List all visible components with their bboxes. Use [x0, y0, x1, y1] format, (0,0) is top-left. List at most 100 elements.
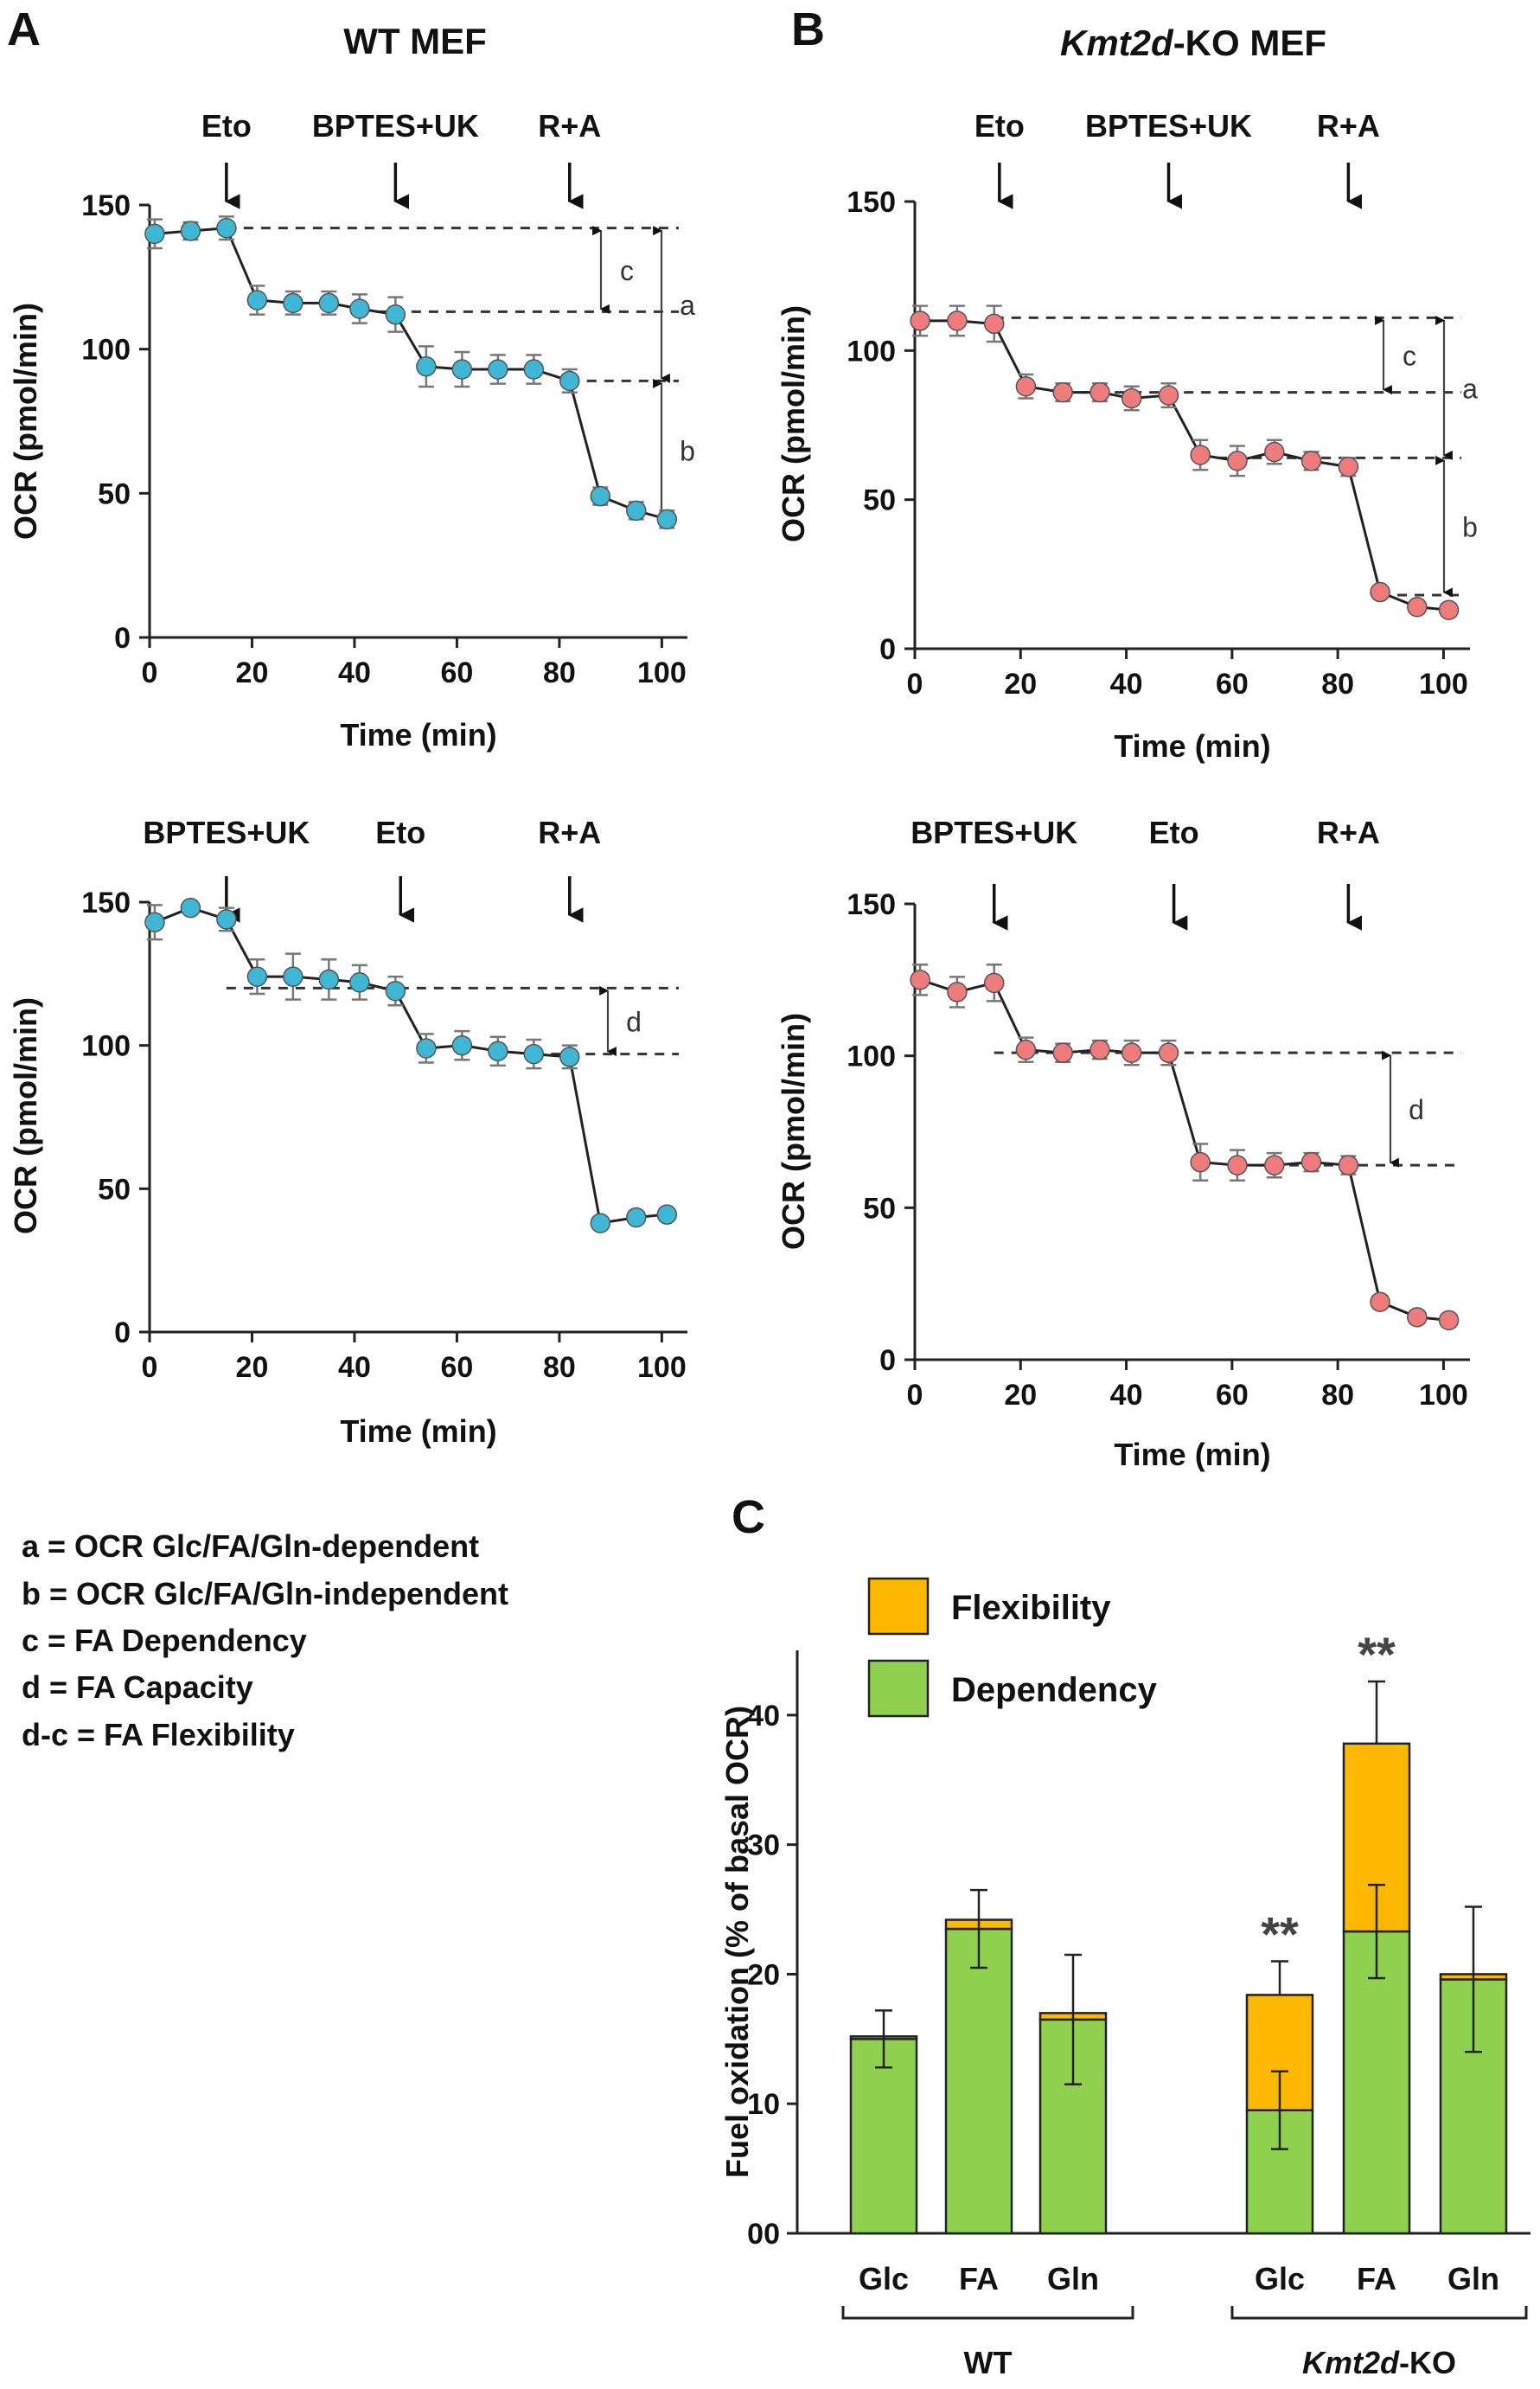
ocr-series-line: [154, 906, 668, 1225]
data-point: [349, 972, 370, 993]
injection-label: BPTES+UK: [911, 815, 1077, 850]
data-point: [590, 485, 611, 507]
x-tick-label: 0: [907, 668, 923, 701]
bar-y-tick-label: 40: [747, 1700, 780, 1733]
data-point: [1190, 445, 1211, 465]
data-point: [1052, 381, 1073, 403]
data-point: [1370, 581, 1390, 603]
group-label-text: WT: [964, 2345, 1013, 2380]
bracket-label-d: d: [626, 1007, 642, 1038]
x-tick-label: 0: [142, 656, 158, 689]
data-point: [1227, 451, 1248, 471]
legend-swatch-dependency: [867, 1659, 930, 1718]
data-point: [385, 304, 406, 325]
data-point: [451, 359, 473, 380]
x-tick-label: 100: [1419, 668, 1468, 701]
y-tick-label: 150: [81, 189, 131, 222]
data-point: [416, 1038, 437, 1059]
injection-label: BPTES+UK: [312, 108, 479, 144]
data-point: [1090, 1039, 1110, 1060]
data-point: [590, 1213, 611, 1233]
x-tick-label: 80: [543, 656, 576, 689]
data-point: [910, 311, 930, 331]
y-tick-label: 0: [114, 622, 131, 655]
data-point: [1407, 1307, 1428, 1328]
bar-dependency: [1342, 1930, 1411, 2235]
data-point: [1158, 385, 1179, 406]
y-tick-label: 100: [81, 334, 131, 367]
x-tick-label: 80: [543, 1351, 576, 1384]
definition-c: c = FA Dependency: [22, 1623, 307, 1658]
data-point: [349, 298, 370, 319]
y-tick-label: 0: [879, 1344, 896, 1377]
bar-y-tick-label: 30: [747, 1829, 780, 1862]
y-tick-label: 50: [98, 477, 131, 510]
bar-dependency: [944, 1927, 1013, 2235]
data-point: [451, 1034, 473, 1056]
y-tick-label: 150: [847, 186, 896, 219]
injection-label: R+A: [1317, 815, 1380, 850]
data-point: [416, 355, 437, 377]
x-tick-label: 80: [1321, 1379, 1354, 1412]
bracket-label-b: b: [680, 435, 695, 466]
x-tick-label: 40: [338, 1351, 371, 1384]
ocr-series-line: [920, 319, 1449, 612]
data-point: [246, 966, 268, 987]
injection-label: Eto: [1149, 815, 1199, 850]
x-tick-label: 40: [338, 656, 371, 689]
line-charts: 0 50 100 150 0 20 40 60 80 100 Time (min) OCR (pmol…: [8, 108, 1478, 1472]
definition-a: a = OCR Glc/FA/Gln-dependent: [22, 1528, 479, 1564]
injection-label: R+A: [538, 815, 601, 850]
x-tick-label: 60: [441, 656, 474, 689]
ocr-series-line: [919, 978, 1449, 1322]
bracket-label-a: a: [1462, 373, 1478, 404]
data-point: [626, 1207, 647, 1228]
data-point: [656, 509, 678, 530]
data-point: [523, 1043, 545, 1065]
x-axis-label: Time (min): [1114, 1437, 1270, 1472]
x-tick-label: 60: [1216, 1379, 1249, 1412]
ko-chart-title: Kmt2d-KO MEF: [1060, 22, 1326, 63]
data-point: [559, 370, 580, 392]
x-tick-label: 60: [441, 1351, 474, 1384]
bar-y-tick-label: 00: [747, 2218, 780, 2251]
data-point: [983, 313, 1005, 335]
data-point: [144, 912, 165, 932]
data-point: [1338, 457, 1359, 477]
data-point: [283, 292, 304, 314]
bar-category-label: Glc: [1255, 2261, 1305, 2296]
data-point: [1407, 596, 1428, 618]
x-axis-label: Time (min): [340, 717, 496, 753]
group-label: Kmt2d-KO: [1302, 2345, 1456, 2380]
x-tick-label: 0: [907, 1379, 923, 1412]
bar-dependency: [849, 2038, 918, 2235]
ocr-chart-ko_bottom: 0 50 100 150 0 20 40 60 80 100 Time (min) OCR (pmol…: [776, 815, 1470, 1472]
bar-category-label: FA: [1357, 2261, 1396, 2296]
data-point: [144, 223, 165, 245]
bar-category-label: Gln: [1047, 2261, 1099, 2296]
definition-b: b = OCR Glc/FA/Gln-independent: [22, 1576, 508, 1611]
injection-label: Eto: [974, 108, 1025, 144]
bracket-label-c: c: [620, 255, 634, 286]
data-point: [283, 966, 304, 987]
bracket-label-a: a: [680, 290, 695, 321]
wt-chart-title: WT MEF: [343, 21, 487, 61]
legend-label-flexibility: Flexibility: [951, 1589, 1111, 1627]
y-axis-label: OCR (pmol/min): [8, 303, 43, 540]
data-point: [488, 1041, 508, 1062]
injection-label: Eto: [201, 108, 252, 144]
data-point: [488, 359, 508, 380]
y-tick-label: 150: [847, 888, 896, 921]
ocr-chart-wt_bottom: 0 50 100 150 0 20 40 60 80 100 Time (min) OCR (pmol…: [8, 815, 687, 1449]
data-point: [1438, 1310, 1460, 1331]
ocr-series-line: [154, 227, 668, 521]
group-bracket: [1230, 2306, 1528, 2320]
panel-label-b: B: [791, 3, 825, 55]
definition-d: d = FA Capacity: [22, 1669, 253, 1705]
x-tick-label: 20: [236, 1351, 269, 1384]
x-tick-label: 100: [637, 656, 687, 689]
y-tick-label: 0: [114, 1316, 131, 1349]
x-tick-label: 20: [1004, 1379, 1037, 1412]
